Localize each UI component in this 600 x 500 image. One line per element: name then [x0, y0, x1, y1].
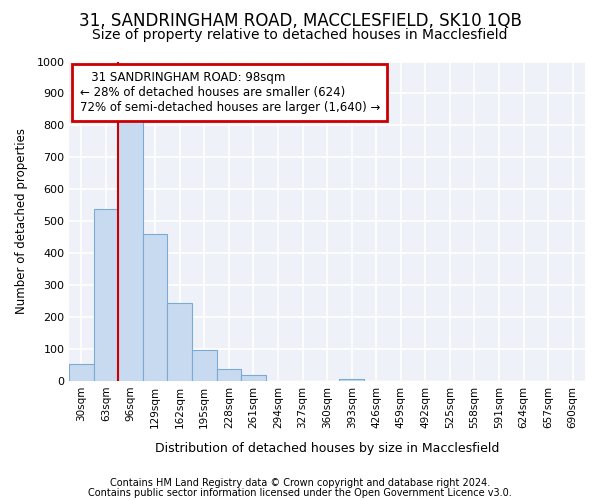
Text: Contains HM Land Registry data © Crown copyright and database right 2024.: Contains HM Land Registry data © Crown c… [110, 478, 490, 488]
Y-axis label: Number of detached properties: Number of detached properties [15, 128, 28, 314]
Text: 31 SANDRINGHAM ROAD: 98sqm
← 28% of detached houses are smaller (624)
72% of sem: 31 SANDRINGHAM ROAD: 98sqm ← 28% of deta… [80, 71, 380, 114]
Bar [192, 350, 217, 381]
Bar [217, 369, 241, 381]
Bar [143, 234, 167, 381]
Bar [340, 378, 364, 381]
Text: Contains public sector information licensed under the Open Government Licence v3: Contains public sector information licen… [88, 488, 512, 498]
Bar [69, 364, 94, 381]
Bar [118, 114, 143, 381]
Bar [167, 303, 192, 381]
X-axis label: Distribution of detached houses by size in Macclesfield: Distribution of detached houses by size … [155, 442, 499, 455]
Text: Size of property relative to detached houses in Macclesfield: Size of property relative to detached ho… [92, 28, 508, 42]
Bar [94, 208, 118, 381]
Text: 31, SANDRINGHAM ROAD, MACCLESFIELD, SK10 1QB: 31, SANDRINGHAM ROAD, MACCLESFIELD, SK10… [79, 12, 521, 30]
Bar [241, 374, 266, 381]
